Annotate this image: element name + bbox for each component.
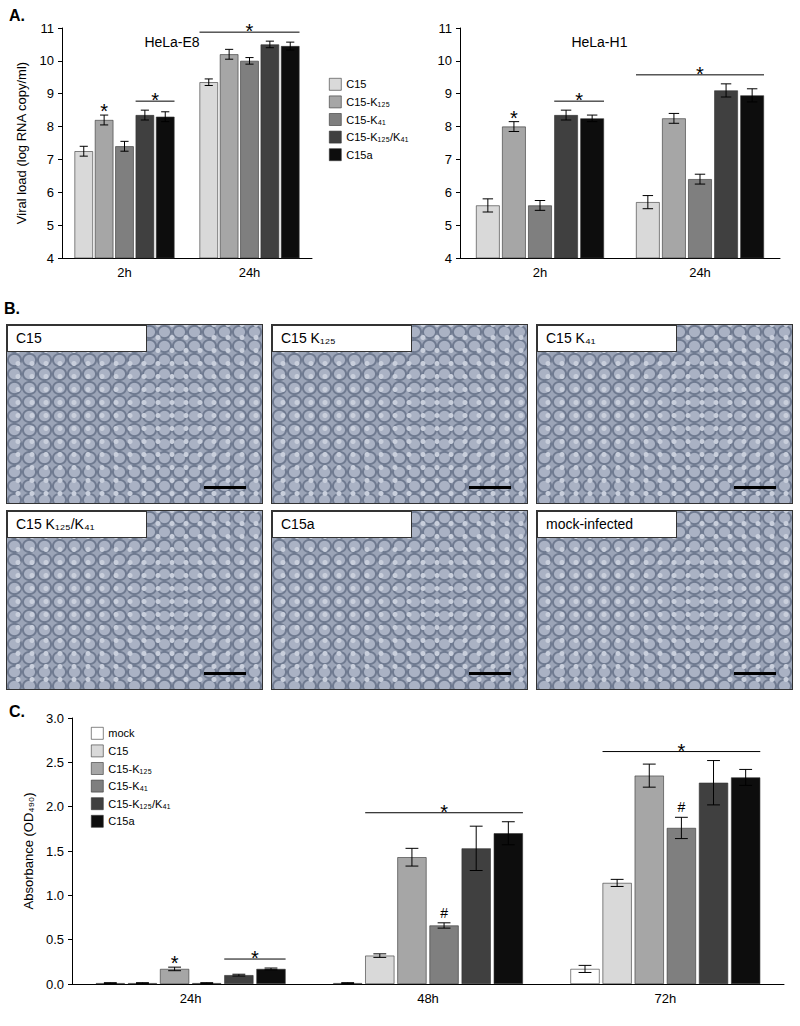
svg-text:5: 5 bbox=[47, 218, 54, 233]
svg-text:C15-K₁₂₅/K₄₁: C15-K₁₂₅/K₄₁ bbox=[346, 131, 408, 143]
svg-text:2h: 2h bbox=[117, 265, 131, 280]
html-text:C15 K₄₁: C15 K₄₁ bbox=[546, 330, 596, 346]
svg-text:11: 11 bbox=[439, 21, 453, 36]
svg-text:*: * bbox=[678, 740, 686, 762]
svg-text:*: * bbox=[440, 801, 448, 823]
svg-text:C15: C15 bbox=[108, 745, 128, 757]
svg-text:C15a: C15a bbox=[346, 149, 373, 161]
svg-text:2.0: 2.0 bbox=[46, 799, 64, 814]
svg-text:C15-K₁₂₅/K₄₁: C15-K₁₂₅/K₄₁ bbox=[108, 798, 170, 810]
svg-text:2h: 2h bbox=[533, 265, 547, 280]
svg-text:72h: 72h bbox=[654, 991, 676, 1006]
svg-text:11: 11 bbox=[41, 21, 55, 36]
html-text:C15a: C15a bbox=[281, 516, 315, 532]
html-text:C15 K₁₂₅/K₄₁: C15 K₁₂₅/K₄₁ bbox=[16, 516, 95, 532]
svg-text:1.0: 1.0 bbox=[46, 888, 64, 903]
svg-text:HeLa-H1: HeLa-H1 bbox=[571, 34, 627, 50]
svg-text:*: * bbox=[575, 89, 583, 111]
svg-text:10: 10 bbox=[438, 53, 452, 68]
svg-text:*: * bbox=[151, 89, 159, 111]
svg-text:24h: 24h bbox=[180, 991, 202, 1006]
svg-text:C15-K₄₁: C15-K₄₁ bbox=[108, 780, 148, 792]
svg-text:1.5: 1.5 bbox=[46, 844, 64, 859]
svg-text:mock: mock bbox=[108, 727, 135, 739]
svg-text:HeLa-E8: HeLa-E8 bbox=[144, 34, 199, 50]
svg-text:*: * bbox=[251, 947, 259, 969]
svg-text:8: 8 bbox=[47, 119, 54, 134]
svg-text:9: 9 bbox=[47, 86, 54, 101]
svg-text:C15: C15 bbox=[346, 78, 366, 90]
svg-text:4: 4 bbox=[445, 251, 452, 266]
svg-text:*: * bbox=[171, 952, 179, 974]
svg-text:#: # bbox=[440, 905, 448, 921]
html-text:B.: B. bbox=[4, 300, 20, 317]
svg-text:2.5: 2.5 bbox=[46, 755, 64, 770]
svg-text:*: * bbox=[696, 63, 704, 85]
html-text:mock-infected: mock-infected bbox=[546, 516, 634, 532]
svg-text:6: 6 bbox=[445, 185, 452, 200]
svg-text:8: 8 bbox=[445, 119, 452, 134]
svg-text:A.: A. bbox=[9, 7, 25, 24]
svg-text:0.0: 0.0 bbox=[46, 977, 64, 992]
svg-text:#: # bbox=[678, 799, 686, 815]
svg-text:C15-K₁₂₅: C15-K₁₂₅ bbox=[108, 763, 152, 775]
svg-text:7: 7 bbox=[47, 152, 54, 167]
svg-text:*: * bbox=[510, 107, 518, 129]
svg-text:C15-K₄₁: C15-K₄₁ bbox=[346, 114, 386, 126]
svg-text:0.5: 0.5 bbox=[46, 932, 64, 947]
svg-text:*: * bbox=[246, 20, 254, 42]
svg-text:9: 9 bbox=[445, 86, 452, 101]
svg-text:24h: 24h bbox=[239, 265, 261, 280]
svg-text:Viral load (log RNA copy/ml): Viral load (log RNA copy/ml) bbox=[14, 62, 29, 224]
svg-text:48h: 48h bbox=[417, 991, 439, 1006]
html-text:C15 K₁₂₅: C15 K₁₂₅ bbox=[281, 330, 336, 346]
svg-text:*: * bbox=[100, 100, 108, 122]
svg-text:4: 4 bbox=[47, 251, 54, 266]
svg-text:5: 5 bbox=[445, 218, 452, 233]
svg-text:24h: 24h bbox=[689, 265, 711, 280]
svg-text:C.: C. bbox=[9, 703, 25, 720]
svg-text:C15-K₁₂₅: C15-K₁₂₅ bbox=[346, 96, 390, 108]
svg-text:C15a: C15a bbox=[108, 815, 135, 827]
svg-text:7: 7 bbox=[445, 152, 452, 167]
svg-text:6: 6 bbox=[47, 185, 54, 200]
svg-text:Absorbance (OD₄₉₀): Absorbance (OD₄₉₀) bbox=[21, 792, 36, 909]
html-text:C15: C15 bbox=[16, 330, 42, 346]
svg-text:10: 10 bbox=[40, 53, 54, 68]
svg-text:3.0: 3.0 bbox=[46, 711, 64, 726]
